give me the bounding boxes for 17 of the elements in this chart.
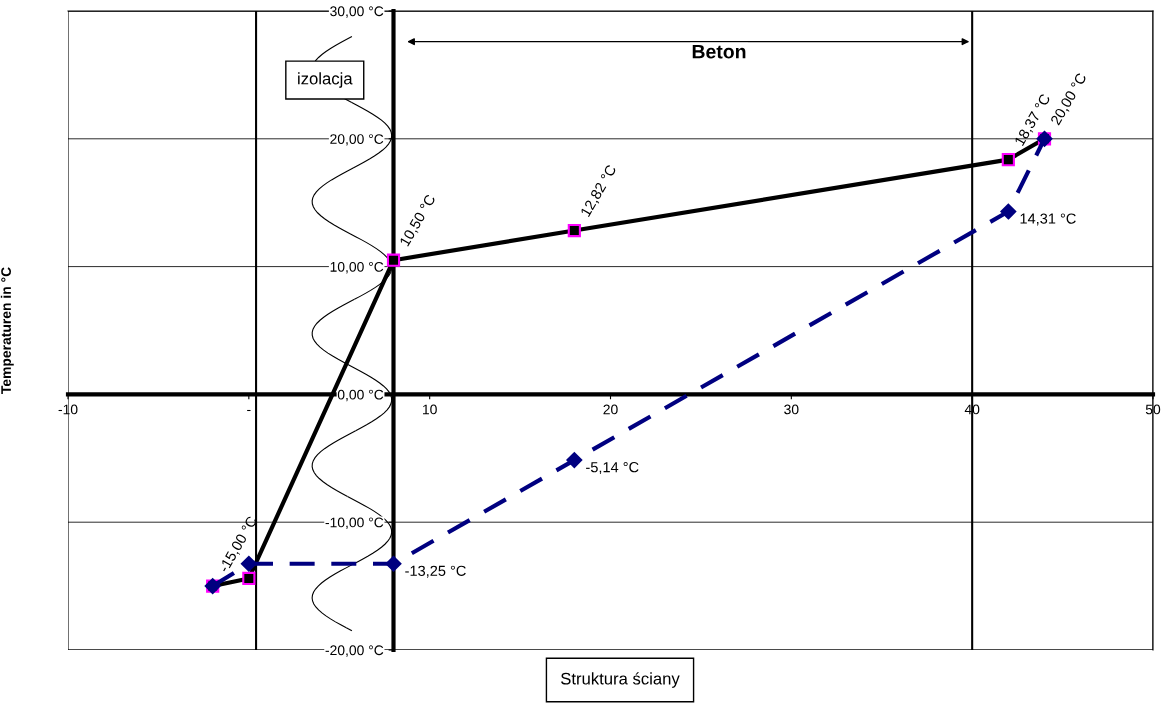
y-tick-label: -20,00 °C [325, 645, 384, 657]
x-tick-label: 30 [784, 404, 799, 415]
x-axis-title: Struktura ściany [561, 672, 680, 688]
x-tick-label: 10 [423, 404, 437, 415]
x-tick-label: - [247, 409, 251, 412]
data-label: -13,25 °C [405, 565, 466, 578]
y-tick-label: 0,00 °C [337, 389, 384, 402]
y-tick-label: 10,00 °C [330, 261, 384, 274]
y-tick-label: -10,00 °C [325, 517, 384, 530]
y-tick-label: 30,00 °C [330, 6, 384, 18]
y-tick-label: 20,00 °C [330, 134, 384, 146]
data-label: 14,31 °C [1020, 213, 1076, 226]
y-axis-title: Temperaturen in °C [0, 267, 14, 394]
annotation: Beton [692, 44, 746, 59]
annotation: izolacja [298, 72, 353, 88]
x-tick-label: 20 [603, 404, 618, 415]
data-label: -5,14 °C [586, 462, 639, 475]
